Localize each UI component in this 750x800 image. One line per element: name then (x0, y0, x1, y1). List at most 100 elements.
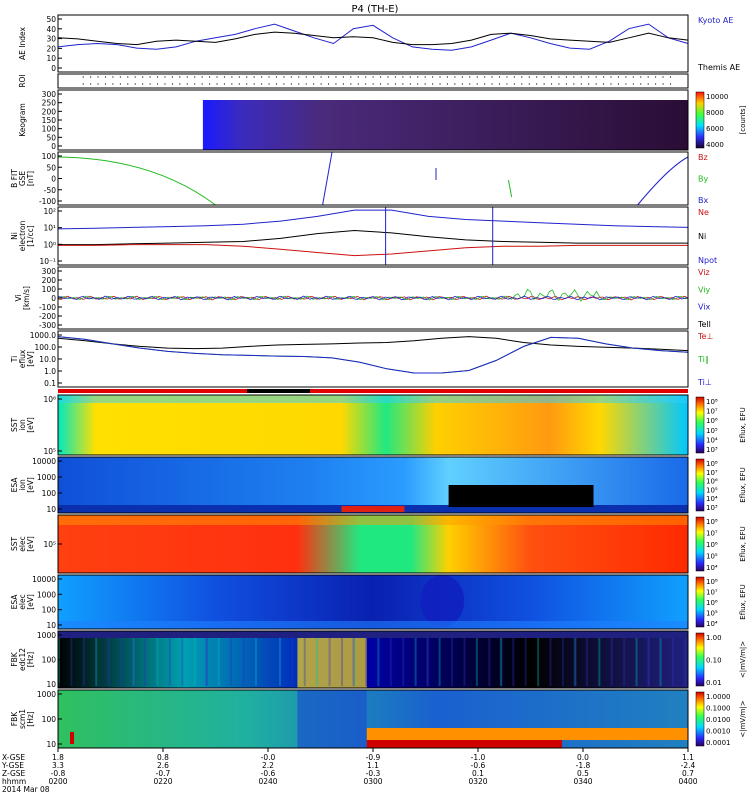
xaxis-t-value: 0200 (48, 777, 67, 786)
roi-dot (461, 83, 463, 85)
fbk1-ylabel: FBK edc12 [Hz] (10, 648, 35, 671)
sst_i-ylabel-line: ion (18, 419, 27, 431)
bfit-tick-label: 0 (51, 175, 56, 184)
ae-themis-line (57, 31, 689, 46)
roi-dot (439, 76, 441, 78)
fbk1-stripe (377, 638, 380, 686)
xaxis-row-label-4: 2014 Mar 08 (2, 785, 50, 794)
sst_e-ylabel-line: [eV] (26, 536, 35, 552)
keogram-ylabel-line: Keogram (18, 103, 27, 137)
fbk1-stripe (598, 638, 601, 686)
roi-dot (417, 83, 419, 85)
esa_i-colorbar-tick: 10⁵ (706, 486, 718, 494)
xaxis-y-value: -0.6 (471, 761, 486, 770)
roi-dot (387, 83, 389, 85)
roi-dot (521, 76, 523, 78)
xaxis-z-value: -0.6 (261, 769, 276, 778)
xaxis-z-value: -0.8 (51, 769, 66, 778)
roi-dot (231, 83, 233, 85)
ni-ne-line (58, 244, 688, 257)
esa_e-colorbar-label: Eflux, EFU (739, 584, 747, 619)
sst_e-tick-label: 10⁵ (43, 540, 56, 549)
roi-dot (186, 83, 188, 85)
fbk2-colorbar-tick: 0.0100 (706, 716, 731, 724)
roi-dot (156, 83, 159, 85)
esa_i-colorbar-tick: 10⁶ (706, 478, 718, 486)
roi-dot (305, 83, 307, 85)
fbk1-colorbar-label: <|mV/m|> (739, 641, 747, 678)
sst_e-colorbar-tick: 10⁶ (706, 541, 718, 549)
roi-dot (573, 83, 575, 85)
xaxis-y-value: 3.3 (52, 761, 64, 770)
ni-ylabel-line: Ni (10, 232, 19, 240)
esa_i-ylabel-line: ion (18, 479, 27, 491)
xaxis-t-value: 0340 (573, 777, 592, 786)
ti-frame (57, 330, 689, 388)
roi-dot (625, 76, 627, 78)
vi-tick-label: -300 (39, 321, 56, 330)
roi-dot (498, 83, 501, 85)
keogram-tick-label: 150 (42, 116, 57, 125)
esa_e-colorbar-label-text: Eflux, EFU (739, 584, 747, 619)
roi-dot (640, 76, 642, 78)
fbk2-colorbar-tick: 0.0010 (706, 728, 731, 736)
fbk1-stripe (549, 638, 552, 686)
sst_i-tick-label: 10⁵ (43, 447, 56, 456)
sst_e-colorbar (695, 516, 705, 572)
ae-legend-1: Themis AE (697, 63, 740, 72)
roi-dot (602, 83, 605, 85)
ae-tick-label: 20 (46, 44, 56, 53)
roi-dot (327, 76, 330, 78)
roi-dot (528, 83, 530, 85)
roi-dot (461, 76, 463, 78)
roi-dot (298, 83, 300, 85)
fbk1-stripe (120, 638, 123, 686)
fbk1-yellow-burst (297, 631, 367, 688)
roi-dot (431, 76, 434, 78)
esa_i-ylabel-line: ESA (10, 477, 19, 493)
vi-tick-label: 200 (42, 276, 57, 285)
roi-dot (484, 76, 486, 78)
fbk1-colorbar-tick: 0.10 (706, 657, 722, 665)
bfit-legend-2: Bx (698, 196, 708, 205)
roi-dot (171, 76, 174, 78)
esa_e-ylabel-line: elec (18, 594, 27, 609)
sst_i-colorbar-tick: 10⁴ (706, 436, 718, 444)
sst_i-colorbar-tick: 10⁷ (706, 408, 718, 416)
roi-dot (365, 83, 367, 85)
roi-dot (580, 76, 582, 78)
sst_i-colorbar-tick: 10⁶ (706, 417, 718, 425)
xaxis-y-value: -2.4 (681, 761, 696, 770)
roi-dot (179, 83, 181, 85)
fbk2-tick-label: 1000 (37, 690, 56, 699)
plot-title: P4 (TH-E) (352, 4, 399, 15)
ni-tick-label: 10² (43, 207, 56, 216)
fbk1-ylabel-line: FBK (10, 651, 19, 666)
xaxis-x-value: 1.1 (682, 753, 694, 762)
fbk1-top-band (58, 631, 688, 638)
bfit-ylabel: B FIT GSE [nT] (10, 169, 35, 188)
fbk1-stripe (95, 638, 98, 686)
xaxis-z-value: 0.5 (577, 769, 589, 778)
fbk1-stripe (389, 638, 392, 686)
fbk2-colorbar-tick: 0.0001 (706, 739, 731, 747)
roi-dot (558, 83, 560, 85)
fbk1-stripe (206, 638, 209, 686)
fbk1-stripe (488, 638, 491, 686)
ti-ylabel: Ti eflux [eV] (10, 349, 35, 368)
fbk1-stripe (58, 638, 60, 686)
roi-dot (655, 76, 657, 78)
sst_i-tick-label: 10⁶ (43, 395, 56, 404)
roi-dot (647, 83, 649, 85)
roi-dot (298, 76, 300, 78)
ni-legend-1: Ni (698, 232, 706, 241)
sst_e-ylabel: SST elec [eV] (10, 536, 35, 552)
sst_i-ylabel: SST ion [eV] (10, 417, 35, 433)
fbk1-stripe (574, 638, 577, 686)
bfit-legend-1: By (698, 175, 708, 184)
ae-tick-label: 10 (46, 54, 56, 63)
roi-dot (313, 83, 315, 85)
sst_i-ylabel-line: [eV] (26, 417, 35, 433)
roi-dot (424, 83, 426, 85)
